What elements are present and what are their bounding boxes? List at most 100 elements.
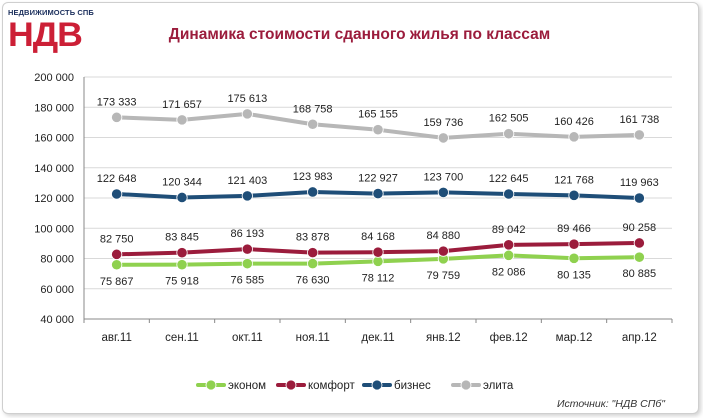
data-label: 160 426 (554, 116, 594, 128)
x-tick-label: мар.12 (556, 332, 593, 344)
logo-top-text: НЕДВИЖИМОСТЬ СПБ (8, 8, 94, 17)
data-point (111, 248, 123, 260)
y-axis: 40 000 60 000 80 000 100 000 120 000 140 000 1… (34, 72, 85, 326)
data-point (568, 252, 580, 264)
y-tick-label: 60 000 (40, 284, 74, 296)
data-point (176, 247, 188, 259)
company-logo: НЕДВИЖИМОСТЬ СПБ НДВ (8, 8, 94, 60)
data-point (503, 249, 515, 261)
data-label: 83 878 (296, 232, 330, 244)
data-label: 79 759 (427, 270, 461, 282)
x-tick-label: сен.11 (165, 332, 199, 344)
x-tick-label: ноя.11 (296, 332, 330, 344)
legend-label: комфорт (308, 380, 355, 392)
y-tick-label: 40 000 (40, 314, 74, 326)
y-tick-label: 120 000 (34, 193, 74, 205)
data-label: 122 927 (358, 173, 398, 185)
data-label: 171 657 (162, 99, 202, 111)
data-point (437, 186, 449, 199)
legend: эконом комфорт бизнес элита (196, 379, 514, 392)
y-tick-label: 160 000 (34, 133, 74, 145)
data-point (568, 238, 580, 250)
data-label: 173 333 (97, 96, 137, 108)
data-label: 165 155 (358, 109, 398, 121)
data-point (307, 186, 319, 198)
data-point (372, 187, 384, 200)
data-label: 75 918 (165, 276, 199, 288)
data-label: 86 193 (231, 228, 265, 240)
legend-marker (205, 379, 217, 391)
data-point (372, 124, 384, 136)
x-tick-label: окт.11 (232, 332, 263, 344)
x-axis: авг.11 сен.11 окт.11 ноя.11 дек.11 янв.12 фев.… (83, 318, 673, 344)
data-point (437, 132, 449, 144)
data-label: 82 750 (100, 233, 134, 245)
data-label: 162 505 (489, 113, 529, 125)
data-label: 121 768 (554, 174, 594, 186)
y-tick-label: 180 000 (34, 102, 74, 114)
data-label: 90 258 (623, 222, 657, 234)
data-point (307, 257, 319, 270)
data-point (503, 239, 515, 251)
legend-label: эконом (228, 380, 266, 392)
data-label: 89 042 (492, 224, 526, 236)
data-label: 80 135 (557, 269, 591, 281)
x-tick-label: дек.11 (361, 332, 394, 344)
data-label: 121 403 (227, 175, 267, 187)
y-tick-label: 140 000 (34, 163, 74, 175)
data-point (568, 189, 580, 201)
data-label: 76 585 (231, 275, 265, 287)
data-label: 89 466 (557, 223, 591, 235)
data-label: 84 168 (361, 231, 395, 243)
data-point (568, 131, 580, 143)
data-point (241, 243, 253, 255)
legend-marker (285, 379, 297, 391)
data-label: 75 867 (100, 276, 134, 288)
data-point (241, 108, 253, 120)
data-label: 122 645 (489, 173, 529, 185)
data-label: 82 086 (492, 266, 526, 278)
data-point (372, 246, 384, 258)
data-label: 76 630 (296, 275, 330, 287)
data-label: 80 885 (623, 268, 657, 280)
legend-label: бизнес (394, 380, 431, 392)
series-lines (111, 108, 645, 271)
data-point (241, 190, 253, 202)
chart-frame (2, 2, 699, 414)
data-label: 119 963 (620, 177, 659, 189)
legend-marker (460, 379, 472, 391)
data-label: 175 613 (227, 93, 267, 105)
y-tick-label: 80 000 (40, 254, 74, 266)
logo-main-text: НДВ (8, 16, 83, 54)
data-point (437, 245, 449, 257)
data-point (633, 192, 645, 204)
data-point (503, 188, 515, 200)
legend-label: элита (483, 380, 514, 392)
data-label: 123 700 (423, 171, 463, 183)
data-label: 161 738 (619, 114, 659, 126)
data-point (176, 114, 188, 126)
data-label: 83 845 (165, 232, 199, 244)
data-point (633, 237, 645, 249)
y-tick-label: 100 000 (34, 223, 74, 235)
source-note: Источник: "НДВ СПб" (556, 398, 665, 410)
data-point (307, 247, 319, 259)
data-label: 122 648 (97, 173, 137, 185)
data-label: 78 112 (362, 272, 395, 284)
data-label: 120 344 (162, 176, 202, 188)
y-tick-label: 200 000 (34, 72, 74, 84)
legend-marker (371, 379, 383, 391)
data-point (633, 251, 645, 263)
data-point (111, 111, 123, 123)
data-point (633, 129, 645, 141)
data-label: 168 758 (293, 103, 333, 115)
x-tick-label: фев.12 (490, 332, 528, 344)
data-label: 123 983 (293, 171, 333, 183)
data-point (241, 258, 253, 270)
data-label: 159 736 (423, 117, 463, 129)
x-tick-label: авг.11 (101, 332, 131, 344)
x-tick-label: апр.12 (622, 332, 657, 344)
data-label: 84 880 (427, 230, 461, 242)
data-point (176, 191, 188, 204)
